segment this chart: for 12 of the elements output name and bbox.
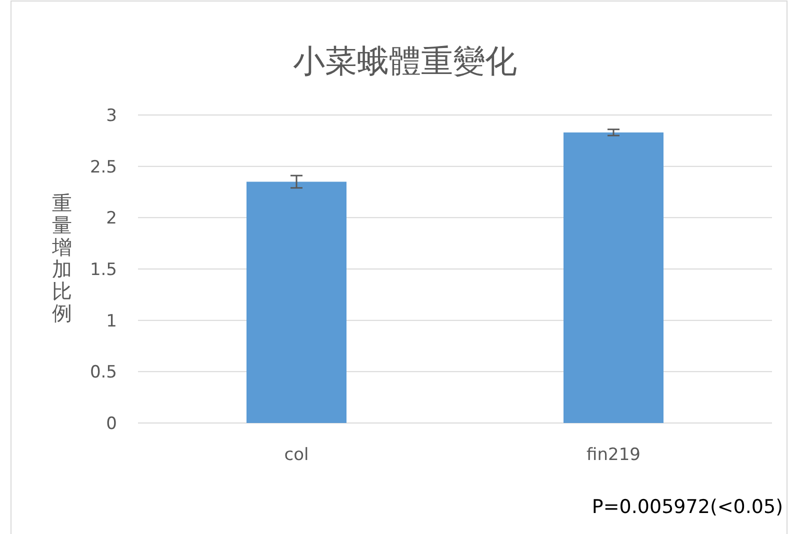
- chart-title: 小菜蛾體重變化: [293, 42, 517, 80]
- y-tick-label: 1: [106, 311, 117, 332]
- text: P=0.005972(<0.05): [592, 496, 783, 518]
- y-tick-label: 3: [106, 106, 117, 126]
- y-tick-label: 0.5: [90, 362, 117, 383]
- x-tick-label: fin219: [586, 445, 640, 465]
- y-tick-label: 2.5: [90, 157, 117, 178]
- x-tick-label: col: [284, 445, 309, 465]
- y-tick-label: 1.5: [90, 260, 117, 280]
- y-axis-title: 重量增加比例: [51, 191, 72, 325]
- y-tick-label: 0: [106, 414, 117, 434]
- y-tick-label: 2: [106, 208, 117, 229]
